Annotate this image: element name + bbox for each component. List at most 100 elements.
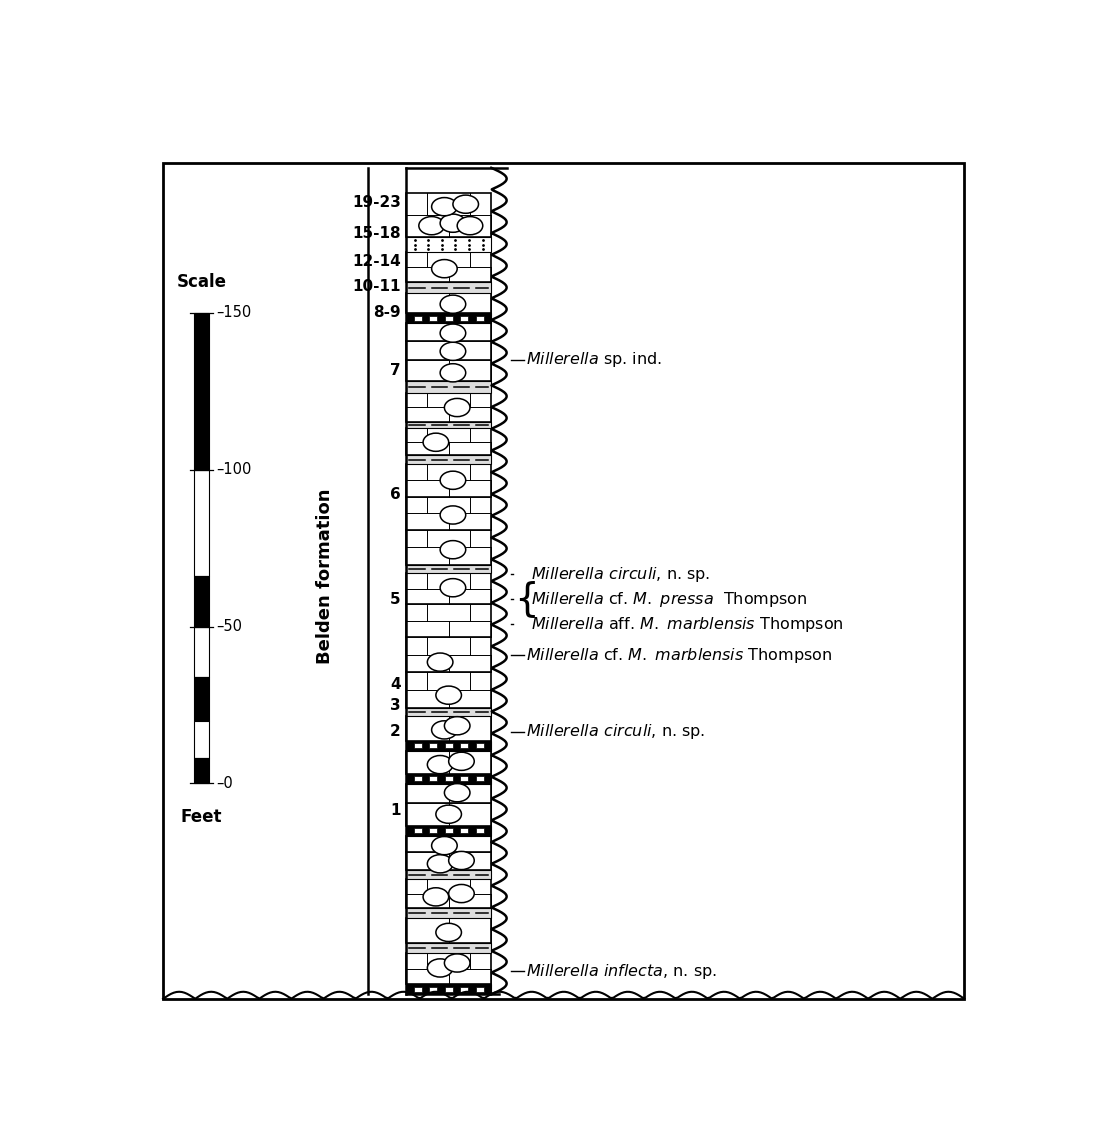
- Text: Scale: Scale: [176, 273, 227, 291]
- Text: –100: –100: [216, 463, 251, 477]
- Bar: [406, 943, 492, 954]
- Ellipse shape: [440, 579, 465, 597]
- Bar: [406, 836, 492, 852]
- Bar: [406, 282, 492, 293]
- Bar: [444, 828, 452, 834]
- Text: $\it{Millerella\ circuli}$, n. sp.: $\it{Millerella\ circuli}$, n. sp.: [531, 565, 711, 584]
- Bar: [444, 987, 452, 992]
- Bar: [406, 783, 492, 803]
- Bar: [460, 315, 467, 321]
- Text: $\it{Millerella\ inflecta}$, n. sp.: $\it{Millerella\ inflecta}$, n. sp.: [526, 962, 717, 981]
- Ellipse shape: [449, 884, 474, 902]
- Bar: [414, 315, 421, 321]
- Text: Feet: Feet: [180, 809, 222, 826]
- Bar: [460, 828, 467, 834]
- Ellipse shape: [436, 805, 462, 823]
- Ellipse shape: [440, 295, 465, 313]
- Bar: [406, 750, 492, 773]
- Bar: [460, 987, 467, 992]
- Bar: [476, 315, 484, 321]
- Ellipse shape: [440, 472, 465, 490]
- Bar: [406, 464, 492, 497]
- Bar: [406, 716, 492, 741]
- Bar: [406, 954, 492, 984]
- Text: 5: 5: [390, 592, 400, 606]
- Bar: [406, 637, 492, 671]
- Ellipse shape: [427, 653, 453, 671]
- Text: 1: 1: [390, 803, 400, 819]
- Bar: [194, 758, 209, 783]
- Ellipse shape: [436, 924, 462, 941]
- Text: 2: 2: [390, 724, 400, 739]
- Bar: [194, 721, 209, 758]
- Ellipse shape: [444, 399, 470, 417]
- Ellipse shape: [453, 195, 478, 214]
- Text: $\it{Millerella\ circuli}$, n. sp.: $\it{Millerella\ circuli}$, n. sp.: [526, 722, 705, 741]
- Text: –0: –0: [216, 775, 233, 791]
- Bar: [406, 573, 492, 604]
- Ellipse shape: [440, 324, 465, 343]
- Ellipse shape: [440, 214, 465, 232]
- Ellipse shape: [440, 343, 465, 361]
- Text: 12-14: 12-14: [352, 254, 400, 268]
- Text: 10-11: 10-11: [352, 279, 400, 293]
- Ellipse shape: [436, 686, 462, 705]
- Ellipse shape: [431, 259, 458, 278]
- Bar: [406, 238, 492, 252]
- Bar: [406, 193, 492, 238]
- Ellipse shape: [431, 837, 458, 854]
- Text: 19-23: 19-23: [352, 195, 400, 210]
- Ellipse shape: [431, 721, 458, 739]
- Ellipse shape: [444, 717, 470, 734]
- Bar: [406, 708, 492, 716]
- Bar: [406, 530, 492, 564]
- Bar: [476, 742, 484, 748]
- Bar: [406, 741, 492, 750]
- Ellipse shape: [440, 506, 465, 524]
- Bar: [406, 497, 492, 530]
- Bar: [414, 828, 421, 834]
- Bar: [194, 627, 209, 677]
- Text: 6: 6: [390, 486, 400, 501]
- Bar: [406, 456, 492, 464]
- Text: 8-9: 8-9: [373, 305, 400, 320]
- Bar: [414, 775, 421, 781]
- Text: 15-18: 15-18: [352, 226, 400, 241]
- Ellipse shape: [440, 540, 465, 558]
- Bar: [414, 742, 421, 748]
- Bar: [194, 577, 209, 627]
- Text: $\it{Millerella}$ cf. $\it{M.\ marblensis}$ Thompson: $\it{Millerella}$ cf. $\it{M.\ marblensi…: [526, 646, 833, 665]
- Bar: [429, 315, 437, 321]
- Bar: [444, 315, 452, 321]
- Text: Belden formation: Belden formation: [316, 489, 334, 665]
- Ellipse shape: [427, 756, 453, 773]
- Bar: [406, 671, 492, 708]
- Bar: [429, 828, 437, 834]
- Text: 4: 4: [390, 677, 400, 692]
- Bar: [429, 987, 437, 992]
- Ellipse shape: [458, 217, 483, 235]
- Bar: [406, 878, 492, 908]
- Ellipse shape: [449, 852, 474, 869]
- Bar: [429, 742, 437, 748]
- Bar: [406, 428, 492, 456]
- Bar: [406, 313, 492, 323]
- Ellipse shape: [419, 217, 444, 235]
- Bar: [406, 604, 492, 637]
- Bar: [194, 313, 209, 469]
- Bar: [406, 908, 492, 918]
- Bar: [414, 987, 421, 992]
- Bar: [460, 742, 467, 748]
- Bar: [406, 984, 492, 995]
- Bar: [406, 252, 492, 282]
- Text: {: {: [515, 580, 539, 618]
- Bar: [460, 775, 467, 781]
- Bar: [406, 360, 492, 381]
- Bar: [406, 341, 492, 360]
- Ellipse shape: [444, 954, 470, 972]
- Ellipse shape: [424, 887, 449, 906]
- Bar: [444, 775, 452, 781]
- Bar: [406, 421, 492, 428]
- Ellipse shape: [431, 198, 458, 216]
- Text: $\it{Millerella}$ aff. $\it{M.\ marblensis}$ Thompson: $\it{Millerella}$ aff. $\it{M.\ marblens…: [531, 614, 844, 634]
